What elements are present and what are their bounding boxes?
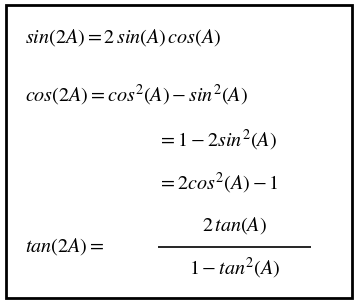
Text: $tan(2A) =$: $tan(2A) =$ <box>25 236 104 258</box>
Text: $= 2cos^{2}(A) - 1$: $= 2cos^{2}(A) - 1$ <box>158 171 279 196</box>
Text: $cos(2A) = cos^{2}(A) - sin^{2}(A)$: $cos(2A) = cos^{2}(A) - sin^{2}(A)$ <box>25 83 248 108</box>
Text: $2\,tan(A)$: $2\,tan(A)$ <box>202 215 267 236</box>
Text: $1 - tan^{2}(A)$: $1 - tan^{2}(A)$ <box>189 256 280 281</box>
Text: $sin(2A) = 2\,sin(A)\,cos(A)$: $sin(2A) = 2\,sin(A)\,cos(A)$ <box>25 27 222 48</box>
Text: $= 1 - 2sin^{2}(A)$: $= 1 - 2sin^{2}(A)$ <box>158 128 276 153</box>
